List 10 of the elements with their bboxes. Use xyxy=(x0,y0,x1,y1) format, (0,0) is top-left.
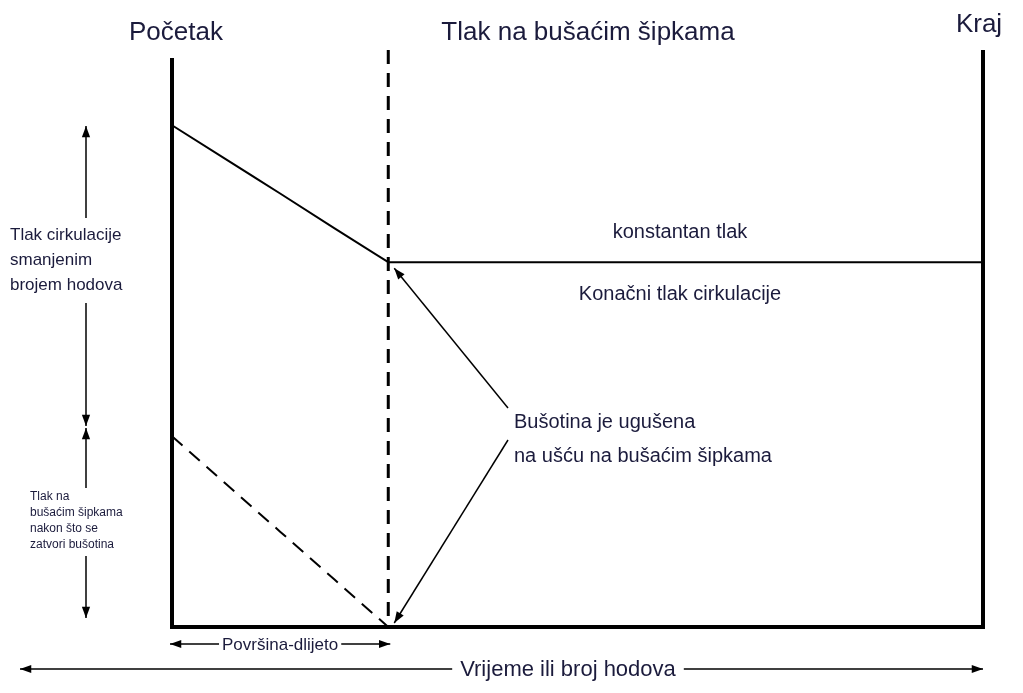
text: Tlak na bušaćim šipkama nakon što se zatvori bušotina xyxy=(30,489,124,551)
x-axis-title: Vrijeme ili broj hodova xyxy=(460,656,677,681)
text: Kraj xyxy=(955,8,1003,38)
text: Početak xyxy=(129,16,224,46)
annotation: Konačni tlak cirkulacije xyxy=(578,282,782,304)
annotation: konstantan tlak xyxy=(612,220,749,242)
text: Površina-dlijeto xyxy=(222,635,339,654)
annotation: Bušotina je ugušena na ušću na bušaćim šipkama xyxy=(514,410,773,466)
text: Tlak cirkulacije smanjenim brojem hodova xyxy=(10,225,123,294)
chart-title: Tlak na bušaćim šipkama xyxy=(441,16,736,46)
